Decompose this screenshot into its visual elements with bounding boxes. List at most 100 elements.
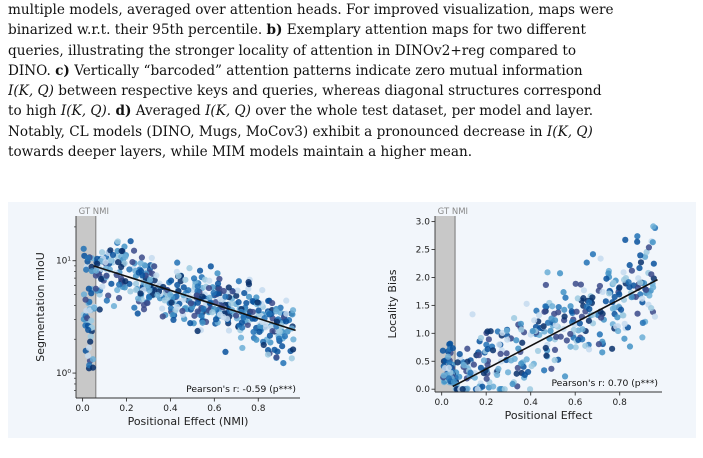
scatter-point <box>642 286 650 293</box>
caption-text: . <box>106 103 116 120</box>
scatter-point <box>474 386 481 393</box>
scatter-point <box>281 333 289 340</box>
scatter-point <box>174 259 181 266</box>
scatter-point <box>196 267 204 274</box>
scatter-point <box>544 319 552 326</box>
scatter-point <box>116 281 123 288</box>
scatter-point <box>541 367 548 374</box>
scatter-point <box>264 347 272 354</box>
scatter-point <box>154 291 161 299</box>
scatter-point <box>439 347 446 354</box>
scatter-point <box>548 365 555 372</box>
scatter-point <box>94 260 101 267</box>
scatter-point <box>567 343 574 350</box>
scatter-point <box>234 287 241 294</box>
scatter-point <box>237 334 245 341</box>
scatter-point <box>483 375 490 382</box>
scatter-point <box>89 356 97 363</box>
y-tick-label: 3.0 <box>416 218 431 228</box>
scatter-point <box>290 336 297 343</box>
scatter-point <box>523 300 530 307</box>
scatter-point <box>641 253 649 261</box>
scatter-point <box>477 364 485 371</box>
scatter-point <box>518 326 525 333</box>
scatter-point <box>579 326 586 333</box>
scatter-point <box>134 295 142 302</box>
scatter-point <box>131 304 138 311</box>
scatter-point <box>180 284 187 291</box>
scatter-point <box>187 320 194 327</box>
scatter-point <box>167 291 174 298</box>
scatter-point <box>253 336 260 343</box>
scatter-point <box>616 284 623 291</box>
scatter-point <box>245 293 253 300</box>
scatter-point <box>107 247 114 254</box>
scatter-point <box>225 327 233 334</box>
scatter-point <box>634 233 641 240</box>
scatter-point <box>255 307 262 314</box>
scatter-point <box>504 336 511 343</box>
scatter-point <box>283 310 290 317</box>
scatter-point <box>650 260 657 267</box>
scatter-point <box>599 288 606 296</box>
scatter-point <box>551 357 558 364</box>
scatter-points <box>80 238 297 372</box>
scatter-point <box>85 326 92 333</box>
scatter-point <box>148 254 155 262</box>
scatter-point <box>93 267 100 274</box>
scatter-point <box>521 371 528 379</box>
caption-text: d) <box>115 103 132 120</box>
scatter-point <box>508 357 515 364</box>
caption-text: queries, illustrating the stronger local… <box>8 42 577 59</box>
scatter-point <box>450 378 457 385</box>
scatter-point <box>260 341 267 349</box>
scatter-point <box>467 369 474 376</box>
scatter-point <box>266 332 274 339</box>
scatter-point <box>495 365 502 372</box>
scatter-point <box>562 294 569 301</box>
scatter-point <box>206 294 213 301</box>
scatter-point <box>84 254 92 262</box>
caption-text: towards deeper layers, while MIM models … <box>8 144 473 161</box>
scatter-point <box>625 279 632 286</box>
scatter-point <box>137 260 144 267</box>
x-tick-label: 0.6 <box>568 398 583 408</box>
x-axis-label: Positional Effect (NMI) <box>128 415 249 428</box>
scatter-point <box>544 269 551 276</box>
caption-line: I(K, Q) between respective keys and quer… <box>8 81 696 101</box>
scatter-point <box>80 291 88 298</box>
scatter-point <box>563 337 570 344</box>
scatter-point <box>132 286 140 294</box>
scatter-point <box>531 317 538 324</box>
scatter-point <box>572 280 579 287</box>
scatter-point <box>619 312 626 319</box>
scatter-point <box>628 294 635 301</box>
scatter-point <box>243 299 250 307</box>
scatter-point <box>103 272 110 279</box>
pearson-annotation: Pearson's r: -0.59 (p***) <box>186 384 296 395</box>
scatter-point <box>103 297 110 304</box>
scatter-points <box>439 223 659 393</box>
scatter-point <box>459 386 466 393</box>
scatter-point <box>127 288 134 295</box>
scatter-point <box>256 328 263 335</box>
scatter-point <box>283 297 290 304</box>
scatter-point <box>276 328 283 335</box>
scatter-point <box>92 285 99 292</box>
scatter-point <box>273 354 280 361</box>
scatter-point <box>121 284 128 291</box>
scatter-point <box>606 290 613 297</box>
scatter-point <box>269 327 276 335</box>
scatter-point <box>464 345 471 352</box>
scatter-point <box>280 360 287 367</box>
scatter-point <box>264 351 272 358</box>
x-tick-label: 0.0 <box>435 398 450 408</box>
scatter-point <box>475 352 483 359</box>
scatter-point <box>114 286 121 294</box>
caption-line: queries, illustrating the stronger local… <box>8 41 696 61</box>
scatter-point <box>138 254 146 261</box>
scatter-point <box>185 287 192 294</box>
scatter-point <box>214 280 222 287</box>
scatter-point <box>245 278 252 286</box>
y-axis-label: Locality Bias <box>386 269 399 338</box>
